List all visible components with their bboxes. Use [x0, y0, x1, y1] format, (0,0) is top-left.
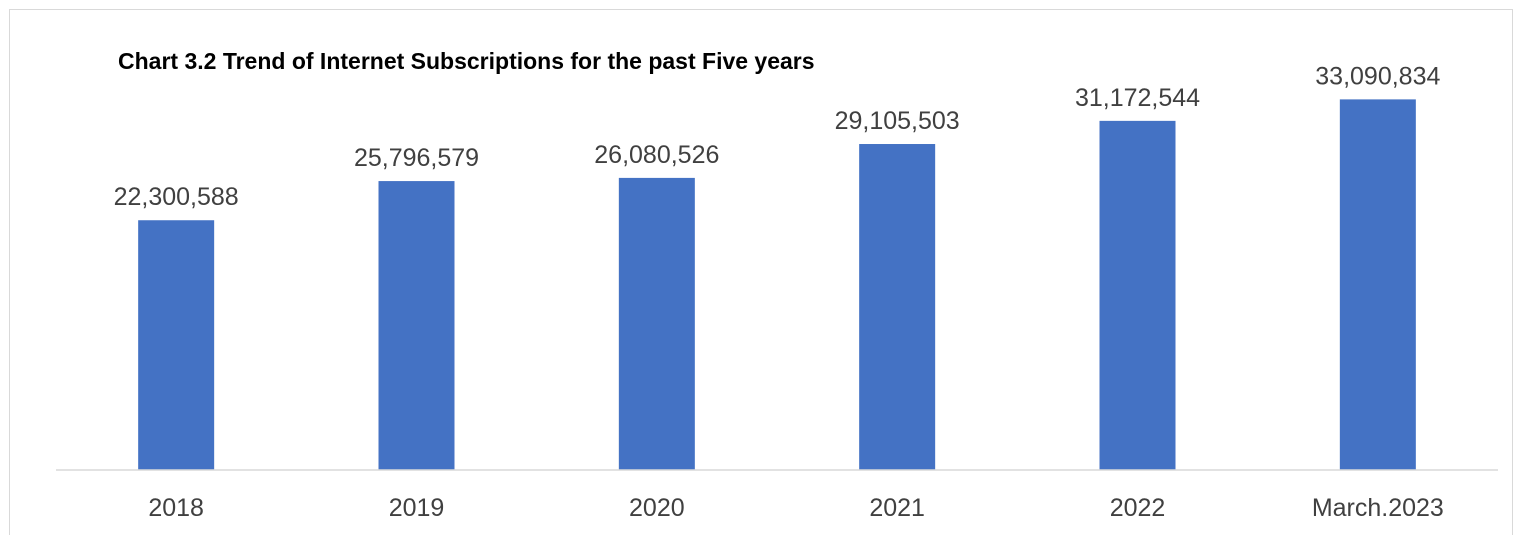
data-label: 22,300,588: [114, 183, 239, 211]
bar-2019: [378, 181, 455, 470]
x-tick-label: March.2023: [1312, 494, 1444, 522]
bar-march-2023: [1339, 99, 1416, 470]
data-label: 29,105,503: [835, 107, 960, 135]
chart-title: Chart 3.2 Trend of Internet Subscription…: [118, 48, 815, 74]
data-label: 25,796,579: [354, 144, 479, 172]
data-label: 33,090,834: [1315, 62, 1440, 90]
x-tick-label: 2018: [148, 494, 204, 522]
bar-2021: [859, 144, 936, 470]
chart-frame: [9, 9, 1513, 535]
data-labels-layer: 22,300,588 25,796,579 26,080,526 29,105,503…: [114, 62, 1441, 211]
bars-layer: [138, 99, 1416, 471]
x-tick-label: 2019: [389, 494, 445, 522]
bar-2020: [618, 177, 695, 470]
x-tick-label: 2020: [629, 494, 685, 522]
data-label: 26,080,526: [594, 141, 719, 169]
bar-2022: [1099, 120, 1176, 471]
bar-2018: [138, 220, 215, 470]
x-tick-label: 2021: [869, 494, 925, 522]
x-tick-label: 2022: [1110, 494, 1166, 522]
data-label: 31,172,544: [1075, 84, 1200, 112]
x-tick-labels-layer: 2018 2019 2020 2021 2022 March.2023: [148, 494, 1443, 522]
